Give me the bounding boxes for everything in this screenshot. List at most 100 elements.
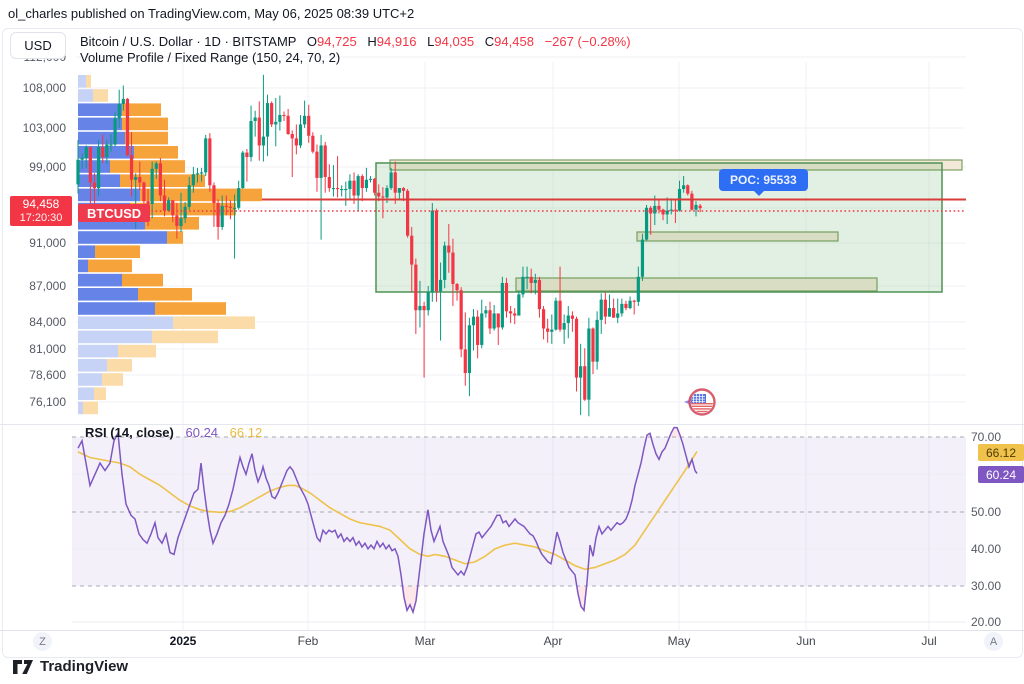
- symbol-legend[interactable]: Bitcoin / U.S. Dollar · 1D · BITSTAMP O9…: [80, 34, 631, 49]
- candle-body: [612, 308, 616, 318]
- candle-body: [92, 182, 97, 189]
- supply-demand-zones: [375, 159, 963, 293]
- candle-body: [253, 117, 257, 121]
- vp-up-bar: [88, 259, 132, 273]
- candle-body: [603, 299, 607, 317]
- zone-strip: [389, 159, 963, 171]
- candle-body: [237, 188, 241, 208]
- candle-body: [607, 308, 612, 317]
- vp-down-bar: [78, 245, 95, 258]
- candle-body: [640, 239, 645, 277]
- price-lines: [80, 198, 966, 212]
- candle-body: [694, 204, 698, 210]
- vp-down-bar: [78, 302, 155, 315]
- indicator-legend[interactable]: Volume Profile / Fixed Range (150, 24, 7…: [80, 50, 340, 65]
- candle-body: [364, 179, 368, 189]
- candle-body: [377, 192, 381, 197]
- low-label: L: [427, 34, 435, 49]
- price-tick: 91,000: [29, 236, 66, 250]
- candle-body: [463, 349, 467, 374]
- candle-body: [183, 206, 187, 219]
- candle-body: [113, 118, 117, 145]
- candle-body: [224, 205, 228, 207]
- candle-body: [484, 310, 488, 314]
- vp-up-bar: [102, 373, 123, 386]
- candle-body: [204, 138, 208, 173]
- candle-body: [513, 313, 517, 316]
- candle-body: [245, 152, 249, 158]
- close-value: 94,458: [494, 34, 534, 49]
- timezone-button[interactable]: Z: [33, 632, 52, 651]
- candle-body: [686, 185, 690, 194]
- candle-body: [414, 264, 418, 311]
- rsi-tick: 70.00: [971, 430, 1002, 444]
- candle-body: [158, 163, 162, 196]
- time-tick: Apr: [543, 634, 563, 648]
- candle-body: [307, 115, 311, 136]
- rsi-tick: 20.00: [971, 615, 1002, 629]
- pane-separator[interactable]: [0, 424, 1024, 425]
- candle-body: [410, 235, 414, 265]
- candle-body: [455, 284, 459, 291]
- open-value: 94,725: [316, 34, 357, 49]
- candle-body: [657, 205, 661, 210]
- gridlines: [76, 56, 966, 630]
- candles: [76, 74, 702, 417]
- candle-body: [257, 117, 261, 146]
- currency-toggle-button[interactable]: USD: [10, 32, 66, 59]
- candle-body: [261, 136, 265, 146]
- rsi-current-value: 60.24: [185, 425, 219, 440]
- candle-body: [509, 311, 513, 314]
- symbol-price-label: BTCUSD: [78, 204, 151, 222]
- candle-body: [278, 114, 282, 122]
- candle-body: [517, 294, 521, 316]
- candle-body: [340, 188, 344, 191]
- rsi-value-badge-text: 60.24: [985, 467, 1017, 482]
- time-tick: Jul: [921, 634, 937, 648]
- tradingview-brand-text: TradingView: [40, 658, 129, 675]
- candle-body: [467, 325, 471, 374]
- vp-down-bar: [78, 259, 88, 273]
- vp-up-bar: [93, 89, 108, 102]
- price-tick: 84,000: [29, 315, 66, 329]
- vp-up-bar: [110, 160, 185, 173]
- vp-up-bar: [138, 288, 192, 301]
- candle-body: [97, 147, 101, 189]
- rsi-ma-badge-text: 66.12: [985, 445, 1017, 460]
- change-value: −267 (−0.28%): [544, 34, 631, 49]
- candle-body: [76, 159, 80, 185]
- candle-body: [525, 276, 529, 278]
- zone-strip: [515, 277, 878, 292]
- candle-body: [80, 157, 84, 160]
- candle-body: [323, 145, 327, 177]
- candle-body: [401, 188, 406, 191]
- candle-body: [459, 290, 463, 350]
- author-watermark-icon: [684, 388, 716, 416]
- candle-body: [434, 210, 439, 292]
- rsi-legend[interactable]: RSI (14, close) 60.24 66.12: [85, 425, 262, 440]
- vp-up-bar: [83, 401, 98, 415]
- candle-body: [583, 366, 587, 400]
- time-axis-border: [0, 630, 1024, 631]
- candle-body: [335, 188, 340, 190]
- rsi-ma-line: [77, 451, 698, 571]
- rsi-value-badge: 60.24: [978, 466, 1024, 483]
- candle-body: [653, 205, 657, 214]
- footer-brand[interactable]: TradingView: [12, 658, 128, 675]
- candle-body: [537, 279, 542, 310]
- candle-body: [430, 210, 434, 293]
- candle-body: [167, 200, 171, 211]
- candle-body: [290, 134, 294, 139]
- vp-down-bar: [78, 373, 102, 386]
- candle-body: [632, 300, 636, 302]
- candle-body: [426, 292, 430, 311]
- candle-body: [88, 147, 92, 183]
- rsi-tick: 50.00: [971, 505, 1002, 519]
- vp-down-bar: [78, 103, 122, 116]
- vp-down-bar: [78, 231, 167, 244]
- price-tick: 76,100: [29, 395, 66, 409]
- axis-settings-button[interactable]: A: [984, 632, 1003, 651]
- candle-body: [154, 163, 158, 169]
- candle-body: [443, 245, 447, 280]
